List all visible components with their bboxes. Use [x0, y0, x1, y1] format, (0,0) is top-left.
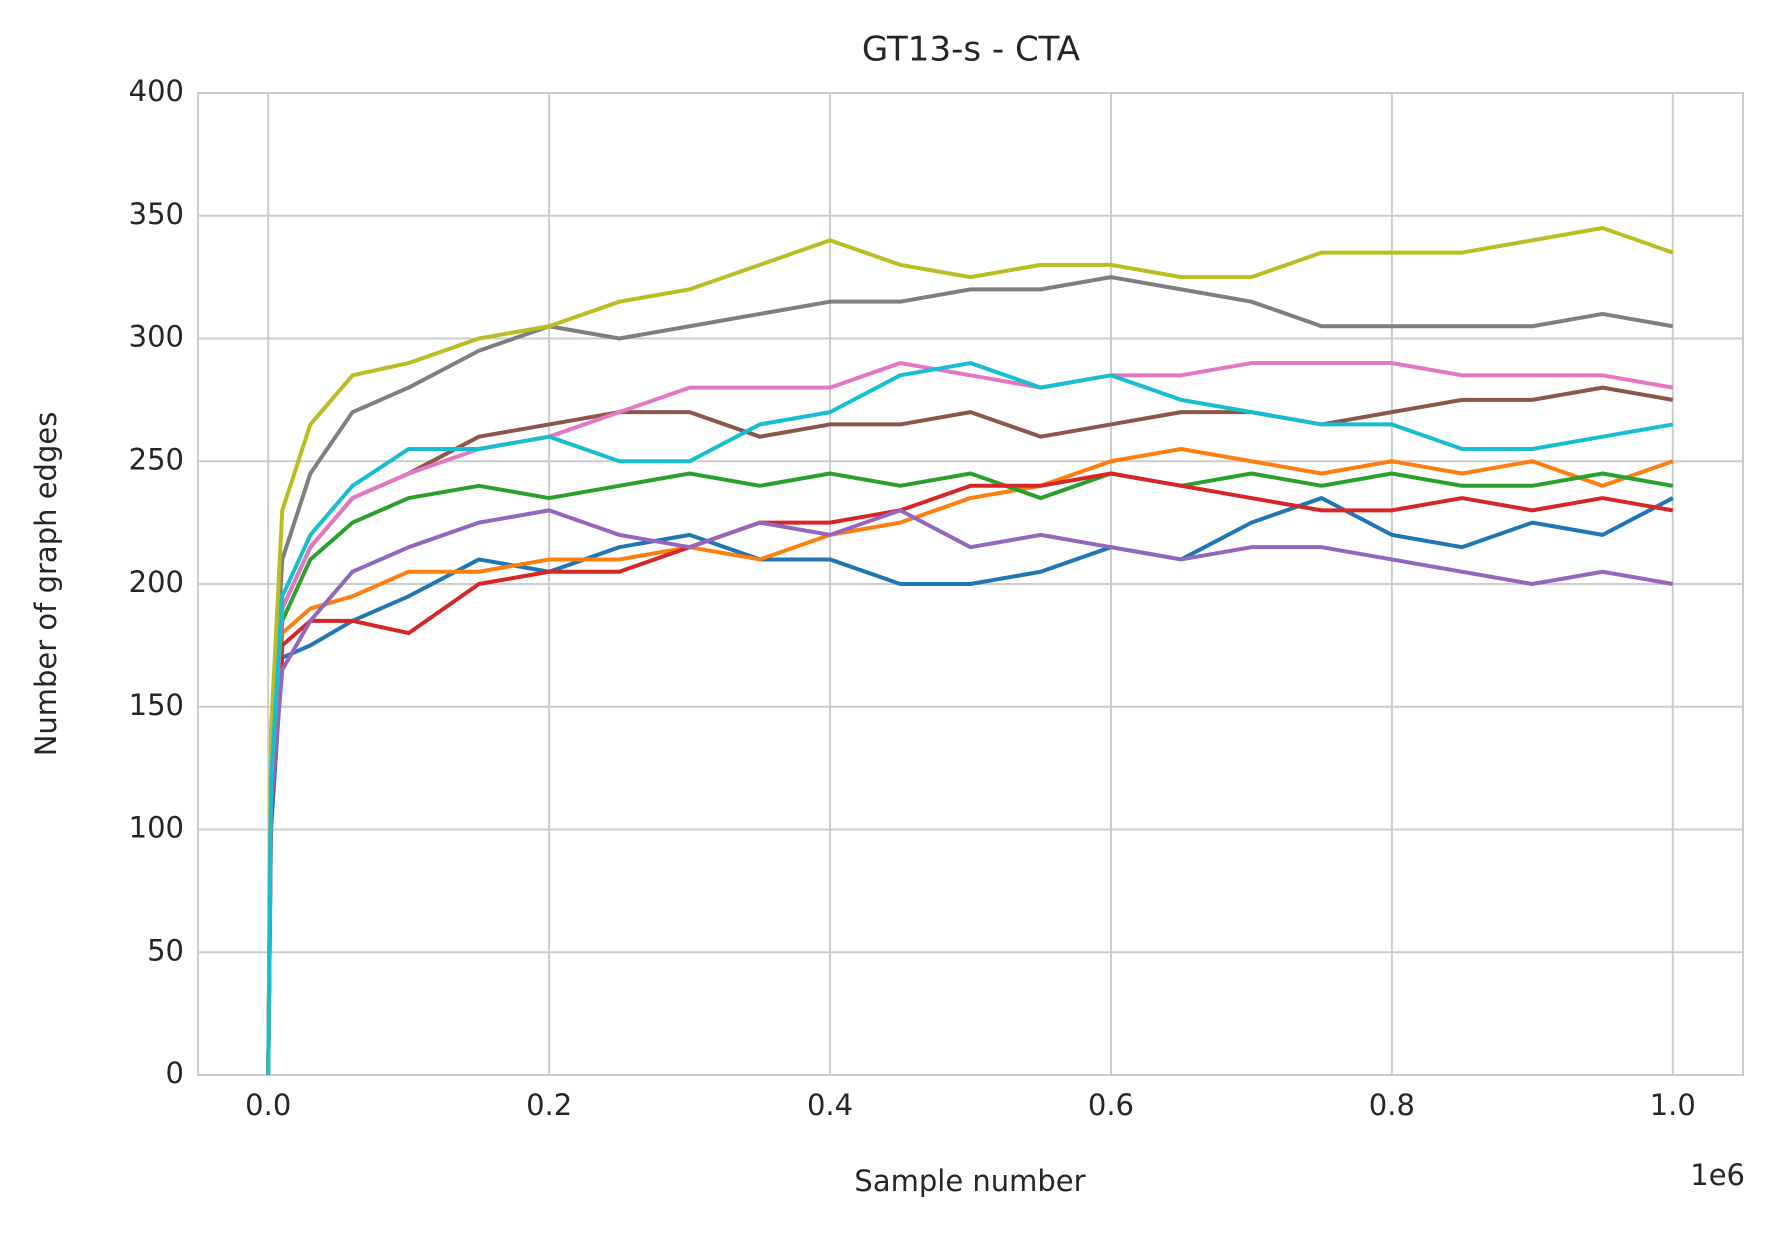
- series-line: [266, 471, 1674, 1076]
- y-tick-label: 350: [129, 197, 184, 231]
- y-tick-label: 50: [147, 933, 184, 967]
- series-line: [266, 361, 1674, 1076]
- series-line: [266, 508, 1674, 1076]
- x-tick-label: 0.4: [807, 1088, 853, 1122]
- series-line: [266, 446, 1674, 1076]
- y-tick-label: 0: [166, 1056, 184, 1090]
- x-axis-label: Sample number: [854, 1164, 1085, 1198]
- x-tick-label: 0.0: [245, 1088, 291, 1122]
- y-tick-label: 300: [129, 320, 184, 354]
- chart-title: GT13-s - CTA: [862, 30, 1080, 70]
- y-tick-label: 100: [129, 811, 184, 845]
- y-axis-label: Number of graph edges: [29, 412, 63, 757]
- series-line: [266, 361, 1674, 1076]
- y-tick-label: 200: [129, 565, 184, 599]
- x-tick-label: 0.2: [526, 1088, 572, 1122]
- x-tick-label: 0.6: [1088, 1088, 1134, 1122]
- series-line: [266, 471, 1674, 1076]
- y-tick-label: 250: [129, 442, 184, 476]
- series-line: [266, 385, 1674, 1076]
- y-tick-label: 150: [129, 688, 184, 722]
- series-line: [266, 275, 1674, 1076]
- y-tick-label: 400: [129, 74, 184, 108]
- x-offset-label: 1e6: [1690, 1158, 1745, 1192]
- series-line: [266, 226, 1674, 1076]
- series-line: [266, 496, 1674, 1076]
- x-tick-label: 1.0: [1650, 1088, 1696, 1122]
- x-tick-label: 0.8: [1369, 1088, 1415, 1122]
